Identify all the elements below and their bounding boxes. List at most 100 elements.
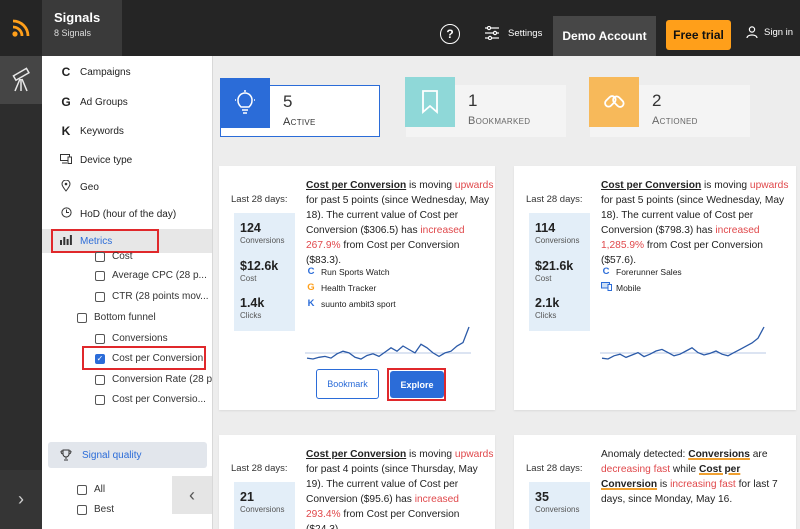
stat-cost: $21.6k Cost xyxy=(535,259,573,283)
desc-text: is moving xyxy=(406,180,455,191)
quality-best[interactable]: Best xyxy=(77,504,114,515)
filter-metrics[interactable]: Metrics xyxy=(42,229,212,253)
checkbox[interactable] xyxy=(95,394,105,405)
metric-label: Cost xyxy=(112,251,133,262)
desc-text: from Cost per Conversion ($57.6). xyxy=(601,240,763,266)
checkbox[interactable] xyxy=(95,251,105,262)
bookmark-icon xyxy=(405,77,455,127)
stats-panel: 114 Conversions $21.6k Cost 2.1k Clicks xyxy=(529,213,590,331)
sliders-icon xyxy=(485,26,499,40)
checkbox[interactable] xyxy=(77,504,87,515)
rss-logo-icon[interactable] xyxy=(0,0,42,56)
metric-cost[interactable]: Cost xyxy=(95,251,133,262)
signal-quality-header[interactable]: Signal quality xyxy=(48,442,207,468)
stat-value: 2.1k xyxy=(535,296,560,310)
top-bar: Signals 8 Signals ? Settings Demo Accoun… xyxy=(0,0,800,56)
checkbox[interactable] xyxy=(95,270,105,281)
metric-label: Cost per Conversion xyxy=(112,353,204,364)
filter-label: Metrics xyxy=(80,235,113,247)
quality-all[interactable]: All xyxy=(77,484,105,495)
adgroup-g-icon: G xyxy=(61,95,71,109)
stat-value: $12.6k xyxy=(240,259,279,273)
signal-description: Anomaly detected: Conversions are decrea… xyxy=(601,447,789,507)
tile-actioned[interactable]: 2 Actioned xyxy=(589,77,750,137)
keyword-k-icon: K xyxy=(61,124,71,138)
entity-campaign: C Run Sports Watch xyxy=(306,266,390,277)
filter-campaigns[interactable]: C Campaigns xyxy=(42,60,212,84)
checkbox[interactable] xyxy=(77,484,87,495)
entity-campaign: C Forerunner Sales xyxy=(601,266,682,277)
sparkline-chart xyxy=(600,326,766,360)
metric-average-cpc[interactable]: Average CPC (28 p... xyxy=(95,270,207,281)
filter-hod[interactable]: HoD (hour of the day) xyxy=(42,202,212,226)
signal-description: Cost per Conversion is moving upwards fo… xyxy=(306,447,494,529)
bookmarked-label: Bookmarked xyxy=(468,115,531,127)
app-brand: Signals 8 Signals xyxy=(42,0,122,56)
filter-label: Geo xyxy=(80,181,99,193)
group-label: Bottom funnel xyxy=(94,312,156,323)
filter-label: Device type xyxy=(80,154,133,166)
filter-label: HoD (hour of the day) xyxy=(80,208,177,220)
sparkline-chart xyxy=(305,326,471,360)
stat-label: Cost xyxy=(240,274,257,283)
settings-button[interactable]: Settings xyxy=(484,26,542,40)
help-button[interactable]: ? xyxy=(440,24,460,44)
entity-label: Run Sports Watch xyxy=(321,266,390,277)
metric-cost-per-conversion[interactable]: ✓ Cost per Conversion xyxy=(95,353,203,364)
metric-ctr[interactable]: CTR (28 points mov... xyxy=(95,291,209,302)
bookmark-button[interactable]: Bookmark xyxy=(316,369,379,399)
filter-ad-groups[interactable]: G Ad Groups xyxy=(42,90,212,114)
free-trial-button[interactable]: Free trial xyxy=(666,20,731,50)
metric-link[interactable]: Cost per Conversion xyxy=(306,180,407,191)
metric-label: Conversions xyxy=(112,333,168,344)
desc-text: for past 5 points (since Wednesday, May … xyxy=(601,195,785,236)
user-icon xyxy=(746,26,758,38)
metric-cost-per-conversion-2[interactable]: Cost per Conversio... xyxy=(95,394,206,405)
signal-count: 8 Signals xyxy=(54,28,92,38)
filter-device-type[interactable]: Device type xyxy=(42,148,212,172)
stats-panel: 21 Conversions xyxy=(234,482,295,529)
change-text: increased 1,285.9% xyxy=(601,225,760,251)
expand-chevron-icon[interactable]: › xyxy=(0,470,42,529)
filter-label: Ad Groups xyxy=(80,96,128,108)
change-text: increased 267.9% xyxy=(306,225,465,251)
group-bottom-funnel[interactable]: Bottom funnel xyxy=(77,312,156,323)
checkbox[interactable] xyxy=(95,374,105,385)
keyword-k-icon: K xyxy=(307,298,315,309)
metric-label: CTR (28 points mov... xyxy=(112,291,209,302)
metric-conversions[interactable]: Conversions xyxy=(95,333,168,344)
desc-text: is moving xyxy=(701,180,750,191)
tile-bookmarked[interactable]: 1 Bookmarked xyxy=(405,77,566,137)
period-label: Last 28 days: xyxy=(231,194,288,205)
tile-active[interactable]: 5 Active xyxy=(220,78,380,137)
clock-icon xyxy=(60,207,72,221)
metric-link[interactable]: Conversions xyxy=(688,449,750,460)
device-type-icon xyxy=(60,153,72,167)
stat-conversions: 114 Conversions xyxy=(535,221,579,245)
checkbox[interactable] xyxy=(77,312,87,323)
checkbox[interactable] xyxy=(95,333,105,344)
checkbox-checked[interactable]: ✓ xyxy=(95,353,105,364)
metric-link[interactable]: Cost per Conversion xyxy=(601,464,741,490)
demo-account-button[interactable]: Demo Account xyxy=(553,16,656,56)
collapse-chevron-icon[interactable]: ‹ xyxy=(172,476,212,514)
metric-conversion-rate[interactable]: Conversion Rate (28 p xyxy=(95,374,212,385)
stat-value: 35 xyxy=(535,490,549,504)
telescope-icon[interactable] xyxy=(0,56,42,104)
explore-button[interactable]: Explore xyxy=(390,371,444,398)
active-count: 5 xyxy=(283,92,293,111)
lightbulb-icon xyxy=(220,78,270,128)
checkbox[interactable] xyxy=(95,291,105,302)
metric-link[interactable]: Cost per Conversion xyxy=(601,180,702,191)
stat-value: 1.4k xyxy=(240,296,265,310)
quality-label: All xyxy=(94,484,106,495)
stat-value: $21.6k xyxy=(535,259,574,273)
signal-card: Last 28 days: 114 Conversions $21.6k Cost … xyxy=(514,166,796,410)
filter-geo[interactable]: Geo xyxy=(42,175,212,199)
filter-keywords[interactable]: K Keywords xyxy=(42,119,212,143)
stats-panel: 124 Conversions $12.6k Cost 1.4k Clicks xyxy=(234,213,295,331)
period-label: Last 28 days: xyxy=(526,194,583,205)
sign-in-button[interactable]: Sign in xyxy=(746,26,793,38)
metric-link[interactable]: Cost per Conversion xyxy=(306,449,407,460)
